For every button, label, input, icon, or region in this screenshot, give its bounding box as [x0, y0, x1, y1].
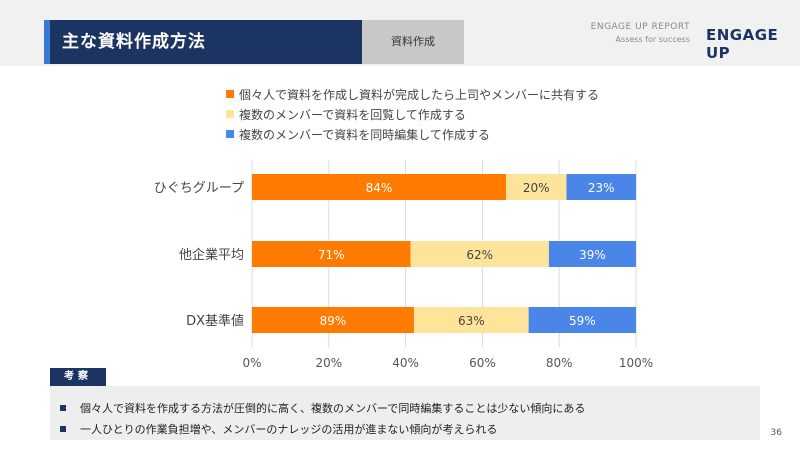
bar-segment — [252, 307, 414, 333]
legend-item: 個々人で資料を作成し資料が完成したら上司やメンバーに共有する — [226, 84, 599, 104]
insight-bullet: 個々人で資料を作成する方法が圧倒的に高く、複数のメンバーで同時編集することは少な… — [60, 400, 585, 416]
legend-item: 複数のメンバーで資料を回覧して作成する — [226, 104, 599, 124]
bar-segment — [548, 241, 636, 267]
data-label: 89% — [320, 314, 347, 328]
category-label: 他企業平均 — [179, 247, 244, 263]
data-label: 71% — [318, 248, 345, 262]
legend-swatch — [226, 110, 234, 118]
logo: ENGAGE UP — [706, 26, 779, 62]
x-tick-label: 100% — [619, 356, 653, 370]
data-label: 63% — [458, 314, 485, 328]
bullet-square-icon — [60, 405, 66, 411]
bar-segment — [252, 241, 411, 267]
x-tick-label: 0% — [242, 356, 261, 370]
category-label: ひぐちグループ — [154, 181, 244, 196]
legend-item: 複数のメンバーで資料を同時編集して作成する — [226, 124, 599, 144]
bullet-square-icon — [60, 426, 66, 432]
section-label: 資料作成 — [362, 20, 464, 64]
category-label: DX基準値 — [186, 313, 244, 329]
insight-bullet: 一人ひとりの作業負担増や、メンバーのナレッジの活用が進まない傾向が考えられる — [60, 421, 497, 437]
legend-label: 複数のメンバーで資料を回覧して作成する — [239, 107, 466, 122]
x-tick-label: 60% — [469, 356, 496, 370]
title-box — [44, 20, 362, 64]
bar-segment — [528, 307, 636, 333]
data-label: 62% — [466, 248, 493, 262]
insight-text: 個々人で資料を作成する方法が圧倒的に高く、複数のメンバーで同時編集することは少な… — [80, 402, 586, 415]
chart-legend: 個々人で資料を作成し資料が完成したら上司やメンバーに共有する 複数のメンバーで資… — [226, 84, 599, 144]
bar-segment — [413, 307, 529, 333]
insight-text: 一人ひとりの作業負担増や、メンバーのナレッジの活用が進まない傾向が考えられる — [80, 423, 498, 436]
page-number: 36 — [770, 428, 782, 438]
x-tick-label: 40% — [392, 356, 419, 370]
legend-label: 複数のメンバーで資料を同時編集して作成する — [239, 127, 490, 142]
bar-segment — [505, 174, 567, 200]
bar-segment — [252, 174, 506, 200]
insights-label: 考察 — [50, 368, 106, 386]
data-label: 84% — [366, 181, 393, 195]
legend-label: 個々人で資料を作成し資料が完成したら上司やメンバーに共有する — [239, 87, 600, 102]
bar-segment — [566, 174, 636, 200]
data-label: 20% — [523, 181, 550, 195]
report-tagline: Assess for success — [615, 35, 690, 44]
bar-segment — [410, 241, 549, 267]
data-label: 59% — [569, 314, 596, 328]
legend-swatch — [226, 90, 234, 98]
x-tick-label: 20% — [315, 356, 342, 370]
report-name: ENGAGE UP REPORT — [590, 22, 690, 32]
data-label: 39% — [579, 248, 606, 262]
legend-swatch — [226, 130, 234, 138]
insights-box — [50, 386, 760, 440]
page-title: 主な資料作成方法 — [62, 32, 206, 52]
title-accent — [44, 20, 50, 64]
x-tick-label: 80% — [546, 356, 573, 370]
data-label: 23% — [588, 181, 615, 195]
